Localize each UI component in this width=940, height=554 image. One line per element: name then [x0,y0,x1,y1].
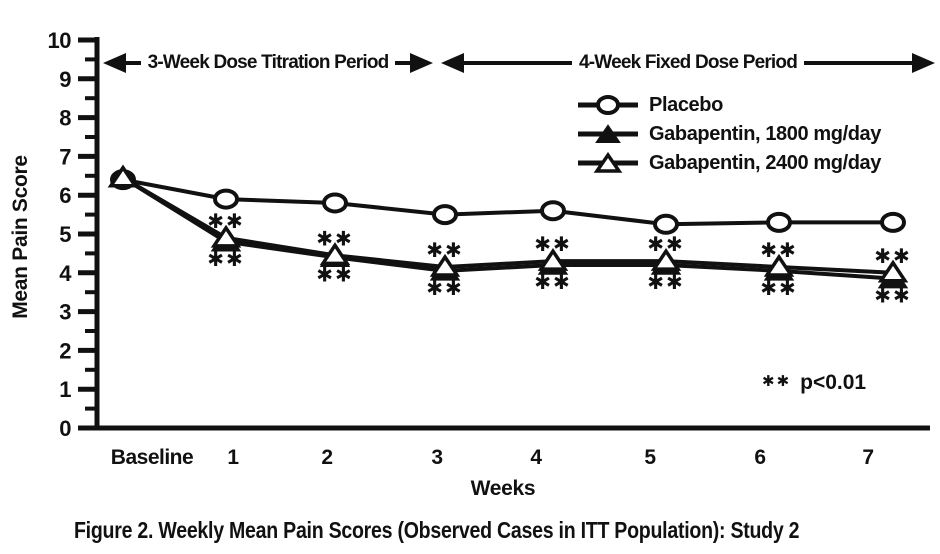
legend: Placebo Gabapentin, 1800 mg/day Gabapent… [576,94,881,174]
significance-stars-above: ✱✱ [426,238,464,262]
y-tick-label: 8 [59,106,71,131]
significance-stars-below: ✱✱ [534,270,572,294]
y-tick-label: 6 [59,183,71,208]
marker-circle-open [653,213,679,235]
left-arrowhead-icon [441,53,464,73]
marker-triangle-open [763,253,795,277]
legend-label: Placebo [649,93,723,116]
figure-caption: Figure 2. Weekly Mean Pain Scores (Obser… [74,517,800,543]
arrow-line [395,61,411,65]
y-tick-label: 9 [59,67,71,92]
x-tick-label: 7 [862,446,873,469]
y-tick-label: 0 [59,416,71,441]
significance-note: ✱✱ p<0.01 [762,371,866,395]
significance-stars-below: ✱✱ [874,284,912,308]
y-tick-label: 4 [59,261,72,286]
significance-stars-above: ✱✱ [207,209,245,233]
significance-stars-below: ✱✱ [207,247,245,271]
arrow-line [804,61,912,65]
significance-stars-above: ✱✱ [647,232,685,256]
y-axis-title: Mean Pain Score [9,155,32,319]
significance-stars: ✱✱ [762,372,792,390]
marker-triangle-open [429,253,461,277]
marker-triangle-open [537,248,569,271]
significance-stars-below: ✱✱ [647,270,685,294]
marker-triangle-open [107,164,139,188]
x-tick-label: Baseline [111,446,193,469]
significance-stars-above: ✱✱ [534,232,572,256]
marker-circle-open [213,188,239,210]
significance-stars-above: ✱✱ [760,238,798,262]
series-line-placebo [122,177,893,227]
legend-item-gabapentin-2400: Gabapentin, 2400 mg/day [576,152,881,174]
fixed-dose-period-annotation: 4-Week Fixed Dose Period [441,51,935,75]
x-tick-label: 3 [431,446,442,469]
series-line-gabapentin-2400-mg-day [121,176,894,275]
significance-stars-above: ✱✱ [316,226,354,250]
marker-circle-open [880,211,906,233]
y-tick-label: 5 [59,222,71,247]
titration-period-label: 3-Week Dose Titration Period [147,52,390,73]
right-arrowhead-icon [410,53,434,73]
arrow-line [464,61,572,65]
marker-triangle-open [877,259,909,283]
right-arrowhead-icon [912,53,935,73]
x-tick-label: 1 [227,446,239,469]
marker-circle-open [540,200,566,222]
x-tick-label: 5 [644,446,656,469]
gabapentin-1800-marker-icon [578,124,638,143]
y-tick-label: 10 [48,28,72,53]
fixed-dose-period-label: 4-Week Fixed Dose Period [578,52,798,73]
y-tick-label: 1 [59,377,71,402]
legend-label: Gabapentin, 2400 mg/day [649,151,881,174]
marker-triangle-open [210,224,242,248]
placebo-marker-icon [578,95,638,115]
legend-item-gabapentin-1800: Gabapentin, 1800 mg/day [576,123,881,145]
x-tick-label: 2 [321,446,332,469]
y-tick-label: 3 [59,300,71,325]
x-tick-label: 6 [754,446,765,469]
significance-stars-above: ✱✱ [874,244,912,268]
significance-stars-below: ✱✱ [760,276,798,300]
x-axis-title: Weeks [470,477,536,500]
titration-period-annotation: 3-Week Dose Titration Period [103,51,434,75]
marker-triangle-open [650,248,682,271]
marker-circle-open [766,211,792,233]
y-tick-label: 7 [59,144,71,169]
y-tick-label: 2 [59,338,71,363]
significance-stars-below: ✱✱ [316,262,354,286]
significance-text: p<0.01 [800,371,867,394]
series-line-gabapentin-1800-mg-day [121,176,894,281]
significance-stars-below: ✱✱ [426,276,464,300]
legend-item-placebo: Placebo [576,94,881,116]
x-tick-label: 4 [530,446,542,469]
legend-label: Gabapentin, 1800 mg/day [649,122,881,145]
left-arrowhead-icon [103,53,126,73]
arrow-line [126,61,141,65]
marker-circle-open [432,204,458,226]
marker-triangle-open [319,242,351,266]
gabapentin-2400-marker-icon [578,152,638,173]
marker-circle-open [322,192,348,214]
